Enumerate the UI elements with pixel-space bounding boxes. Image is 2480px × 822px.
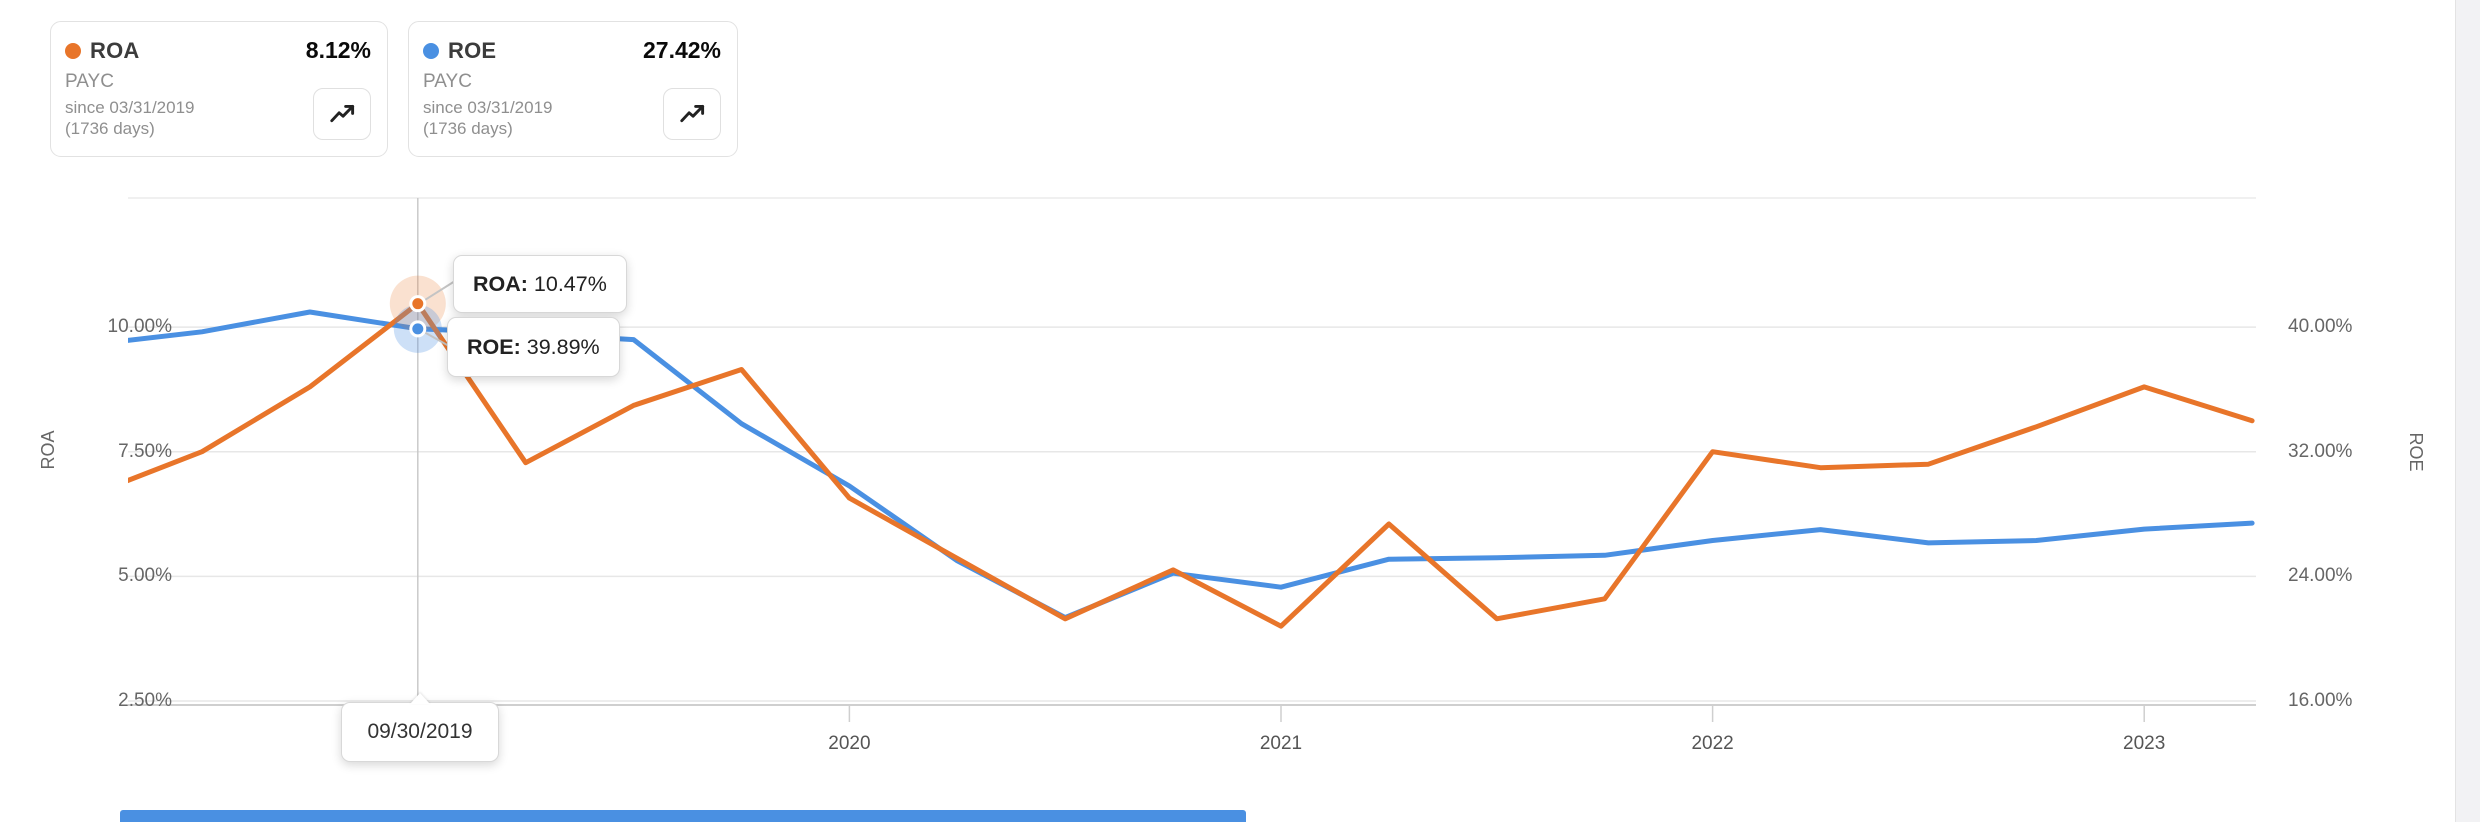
next-section-bar xyxy=(120,810,1246,822)
trending-up-icon xyxy=(329,104,354,122)
year-label: 2022 xyxy=(1691,733,1734,754)
tooltip-date: 09/30/2019 xyxy=(341,702,499,762)
series-name: ROE xyxy=(448,37,497,63)
legend-card-roa[interactable]: ROA 8.12% PAYC since 03/31/2019 (1736 day… xyxy=(50,21,388,157)
series-current-value: 27.42% xyxy=(642,37,721,63)
legend-card-roa-header: ROA 8.12% xyxy=(51,22,387,64)
left-axis-tick: 5.00% xyxy=(118,565,172,587)
left-axis-tick: 7.50% xyxy=(118,440,172,462)
right-gutter xyxy=(2455,0,2480,822)
right-axis-tick: 40.00% xyxy=(2288,316,2353,338)
roa-tooltip-connector xyxy=(423,280,456,302)
trending-up-icon xyxy=(679,104,704,122)
legend-card-roe[interactable]: ROE 27.42% PAYC since 03/31/2019 (1736 da… xyxy=(408,21,738,157)
year-label: 2021 xyxy=(1259,733,1303,754)
tooltip-roe: ROE: 39.89% xyxy=(447,317,620,377)
since-label: since 03/31/2019 (1736 days) xyxy=(423,98,553,138)
ticker-label: PAYC xyxy=(65,71,114,92)
left-axis-tick: 2.50% xyxy=(118,690,172,711)
roe-highlight-dot xyxy=(409,320,427,338)
year-label: 2020 xyxy=(828,733,871,754)
roe-tooltip-connector xyxy=(423,330,450,347)
roa-highlight-dot xyxy=(409,295,427,313)
year-label: 2023 xyxy=(2123,733,2166,754)
roe-series-dot-icon xyxy=(423,42,439,59)
ticker-label: PAYC xyxy=(423,71,472,92)
right-axis-tick: 24.00% xyxy=(2288,565,2353,587)
trend-chart-button[interactable] xyxy=(663,88,721,140)
right-axis-tick: 32.00% xyxy=(2288,440,2353,462)
trend-chart-button[interactable] xyxy=(313,88,371,140)
series-current-value: 8.12% xyxy=(305,37,371,63)
tooltip-roa: ROA: 10.47% xyxy=(453,255,627,313)
since-label: since 03/31/2019 (1736 days) xyxy=(65,98,195,138)
series-name: ROA xyxy=(90,37,140,63)
left-axis-tick: 10.00% xyxy=(107,316,172,338)
roa-series-dot-icon xyxy=(65,42,81,59)
right-axis-tick: 16.00% xyxy=(2288,690,2353,711)
legend-card-roe-header: ROE 27.42% xyxy=(409,22,737,64)
